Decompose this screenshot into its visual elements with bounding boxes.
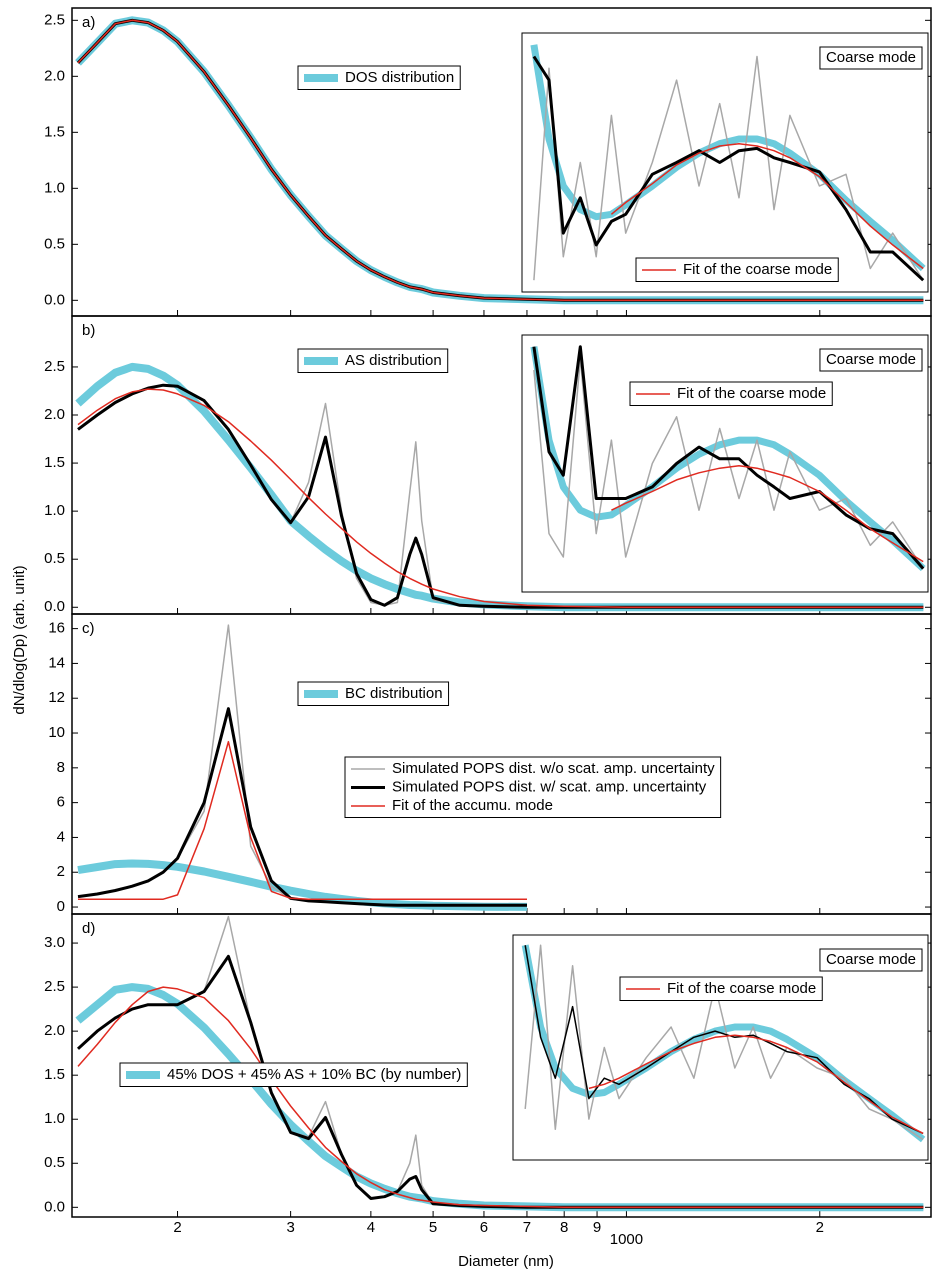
inset-frame: [521, 334, 929, 593]
inset-title: Coarse mode: [826, 951, 916, 968]
y-tick-label: 0.0: [44, 598, 65, 615]
y-tick-label: 0.5: [44, 550, 65, 567]
y-tick-label: 3.0: [44, 934, 65, 951]
legend-box: [297, 681, 450, 706]
y-tick-label: 2: [57, 863, 65, 880]
y-tick-label: 4: [57, 828, 65, 845]
y-tick-label: 6: [57, 794, 65, 811]
inset-line: [533, 55, 924, 281]
x-tick-label: 2: [816, 1219, 824, 1236]
series-line: [77, 707, 527, 907]
legend-box: [619, 976, 823, 1001]
series-line: [77, 986, 924, 1209]
legend-label: DOS distribution: [345, 69, 454, 86]
y-tick-label: 2.0: [44, 406, 65, 423]
panel-label: d): [82, 920, 95, 937]
legend-box: [297, 348, 449, 373]
series-line: [76, 954, 924, 1209]
inset-line: [530, 346, 926, 572]
legend-label: Fit of the accumu. mode: [392, 797, 553, 814]
inset-title-box: [819, 348, 923, 372]
x-tick-label: 7: [523, 1219, 531, 1236]
y-tick-label: 0.5: [44, 1154, 65, 1171]
legend-label: Fit of the coarse mode: [683, 261, 832, 278]
inset-background: [522, 33, 928, 292]
inset-background: [513, 935, 928, 1160]
inset-line: [532, 345, 925, 570]
series-line: [78, 740, 527, 900]
inset-title: Coarse mode: [826, 351, 916, 368]
x-tick-label: 4: [367, 1219, 375, 1236]
y-tick-label: 2.0: [44, 67, 65, 84]
inset-frame: [521, 32, 929, 293]
legend-box: [119, 1062, 468, 1087]
inset-line: [610, 142, 924, 270]
panel-label: c): [82, 620, 95, 637]
y-tick-label: 1.5: [44, 1066, 65, 1083]
x-tick-label: 6: [480, 1219, 488, 1236]
y-tick-label: 2.5: [44, 978, 65, 995]
y-tick-label: 1.0: [44, 179, 65, 196]
y-tick-label: 1.5: [44, 123, 65, 140]
y-tick-label: 0.0: [44, 1198, 65, 1215]
y-tick-label: 14: [48, 654, 65, 671]
legend-box: [297, 65, 461, 90]
y-tick-label: 1.0: [44, 1110, 65, 1127]
inset-line: [524, 944, 924, 1141]
y-tick-label: 2.5: [44, 358, 65, 375]
series-line: [77, 19, 924, 302]
y-tick-label: 8: [57, 759, 65, 776]
legend-label: BC distribution: [345, 685, 443, 702]
legend-box: [635, 257, 839, 282]
inset-line: [611, 465, 924, 563]
x-axis-label: Diameter (nm): [458, 1253, 554, 1270]
panel-label: a): [82, 14, 95, 31]
y-tick-label: 2.5: [44, 11, 65, 28]
inset-line: [533, 357, 924, 570]
y-tick-label: 0: [57, 898, 65, 915]
x-tick-label: 2: [173, 1219, 181, 1236]
y-tick-label: 1.0: [44, 502, 65, 519]
inset-title: Coarse mode: [826, 49, 916, 66]
series-line: [77, 388, 924, 609]
x-tick-label: 3: [286, 1219, 294, 1236]
series-line: [77, 383, 924, 609]
inset-title-box: [819, 46, 923, 70]
inset-line: [524, 945, 924, 1135]
legend-box: [629, 381, 833, 406]
legend-label: Fit of the coarse mode: [667, 980, 816, 997]
legend-label: 45% DOS + 45% AS + 10% BC (by number): [167, 1066, 461, 1083]
x-tick-label: 1000: [610, 1231, 643, 1248]
x-tick-label: 8: [560, 1219, 568, 1236]
legend-label: Simulated POPS dist. w/ scat. amp. uncer…: [392, 778, 707, 795]
inset-line: [530, 44, 926, 272]
y-tick-label: 0.0: [44, 291, 65, 308]
y-tick-label: 12: [48, 689, 65, 706]
legend-box: [344, 756, 722, 818]
y-tick-label: 16: [48, 620, 65, 637]
y-tick-label: 10: [48, 724, 65, 741]
inset-line: [532, 55, 925, 282]
legend-label: Simulated POPS dist. w/o scat. amp. unce…: [392, 760, 715, 777]
panel-frame: [71, 913, 932, 1218]
y-tick-label: 0.5: [44, 235, 65, 252]
inset-line: [588, 1034, 924, 1135]
y-axis-label: dN/dlog(Dp) (arb. unit): [11, 565, 28, 714]
x-tick-label: 5: [429, 1219, 437, 1236]
y-tick-label: 2.0: [44, 1022, 65, 1039]
inset-frame: [512, 934, 929, 1161]
legend-label: AS distribution: [345, 352, 442, 369]
y-tick-label: 1.5: [44, 454, 65, 471]
panel-label: b): [82, 322, 95, 339]
legend-label: Fit of the coarse mode: [677, 385, 826, 402]
inset-title-box: [819, 948, 923, 972]
x-tick-label: 9: [593, 1219, 601, 1236]
